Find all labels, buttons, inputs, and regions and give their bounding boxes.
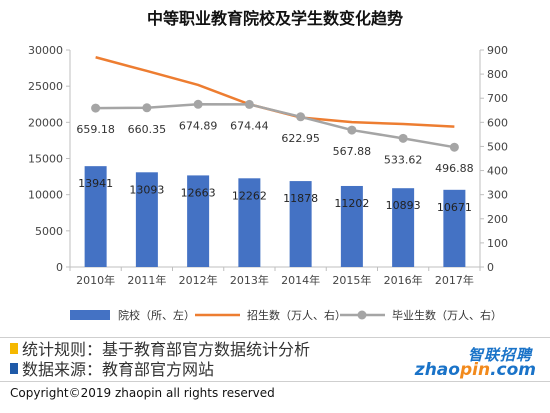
bar [443,189,466,267]
divider-bottom [0,381,550,382]
bar-value-label: 10893 [386,199,421,212]
y-right-tick-label: 400 [487,165,508,178]
bar-value-label: 12663 [181,186,216,199]
bar-value-label: 12262 [232,189,267,202]
copyright-text: Copyright©2019 zhaopin all rights reserv… [10,386,275,400]
chart-title: 中等职业教育院校及学生数变化趋势 [147,9,403,28]
bar [187,175,210,267]
note-source-text: 数据来源：教育部官方网站 [22,360,215,379]
legend-label-schools: 院校（所、左） [118,308,195,322]
legend-label-graduates: 毕业生数（万人、右） [392,308,502,322]
graduate-point [142,103,152,113]
note-marker-yellow [10,342,18,354]
y-left-tick-label: 0 [56,261,63,274]
bar-series [84,166,466,267]
brand-en: zhaopin.com [414,360,536,380]
bar [84,166,107,267]
zhaopin-logo: 智联招聘 zhaopin.com [414,344,538,380]
y-right-tick-label: 300 [487,189,508,202]
legend-marker-graduates [357,310,367,320]
x-tick-label: 2015年 [332,273,371,287]
bar-value-label: 11878 [283,192,318,205]
line-enrollment [95,56,455,128]
y-left-tick-label: 20000 [28,116,63,129]
axes: 0 5000 10000 15000 20000 25000 30000 0 100 200 300… [28,44,508,287]
y-left-tick-label: 5000 [35,225,63,238]
graduate-value-label: 674.44 [230,119,269,132]
y-right-tick-label: 600 [487,116,508,129]
bar [238,178,261,267]
legend-label-enrollment: 招生数（万人、右） [247,308,346,322]
graduate-point [347,125,357,135]
y-left-tick-label: 10000 [28,189,63,202]
bar [392,188,415,267]
y-right-tick-label: 100 [487,237,508,250]
x-tick-label: 2012年 [179,273,218,287]
graduate-value-label: 496.88 [435,162,474,175]
graduate-point [91,103,101,113]
graduate-point [449,142,459,152]
graduate-value-label: 622.95 [281,132,320,145]
bar-value-label: 11202 [334,197,369,210]
y-right-tick-label: 500 [487,140,508,153]
divider [0,337,550,338]
y-left-tick-label: 15000 [28,153,63,166]
y-right-tick-label: 900 [487,44,508,57]
graduate-value-label: 533.62 [384,153,423,166]
data-labels: 13941 13093 12663 12262 11878 11202 10893 10671… [76,119,473,214]
legend-swatch-schools [70,310,110,320]
bar-value-label: 13941 [78,177,113,190]
footer-note-source: 数据来源：教育部官方网站 [10,360,214,379]
graduate-value-label: 660.35 [128,123,167,136]
x-tick-label: 2016年 [384,273,423,287]
x-tick-label: 2013年 [230,273,269,287]
graduate-value-label: 659.18 [76,123,115,136]
y-right-tick-label: 0 [487,261,494,274]
bar [340,185,363,267]
y-left-tick-label: 25000 [28,80,63,93]
x-tick-label: 2010年 [76,273,115,287]
x-tick-label: 2014年 [281,273,320,287]
line-series [91,56,459,152]
note-rule-text: 统计规则：基于教育部官方数据统计分析 [22,340,311,359]
graduate-value-label: 567.88 [333,145,372,158]
graduate-point [296,112,306,122]
footer-note-rule: 统计规则：基于教育部官方数据统计分析 [10,340,310,359]
note-marker-blue [10,362,18,374]
y-right-tick-label: 800 [487,68,508,81]
bar-value-label: 10671 [437,201,472,214]
graduate-value-label: 674.89 [179,119,218,132]
x-tick-label: 2011年 [127,273,166,287]
y-right-tick-label: 200 [487,213,508,226]
graduate-point [244,99,254,109]
bar [289,181,312,267]
bar-value-label: 13093 [129,183,164,196]
legend: 院校（所、左） 招生数（万人、右） 毕业生数（万人、右） [70,308,502,322]
x-tick-label: 2017年 [435,273,474,287]
brand-cn: 智联招聘 [467,346,532,364]
chart: 中等职业教育院校及学生数变化趋势 05000100001500020000250… [28,9,508,322]
line-graduates [95,103,455,149]
graduate-point [193,99,203,109]
graduate-point [398,133,408,143]
bar [135,172,158,267]
y-right-tick-label: 700 [487,92,508,105]
y-left-tick-label: 30000 [28,44,63,57]
